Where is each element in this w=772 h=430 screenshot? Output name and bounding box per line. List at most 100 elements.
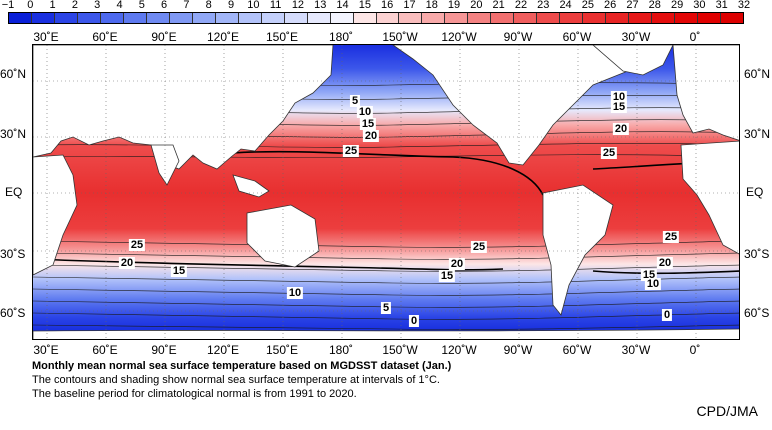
colorbar-tick-label: 32 [737, 0, 751, 11]
contour-label-25-south-pacific: 25 [470, 241, 488, 253]
longitude-label: 90˚W [503, 30, 533, 44]
colorbar-tick-label: 12 [291, 0, 305, 11]
colorbar-swatch [31, 13, 55, 23]
contour-label-15-north-pacific: 15 [359, 118, 377, 130]
colorbar-tick-label: 9 [227, 0, 235, 11]
colorbar-swatch [54, 13, 78, 23]
colorbar-swatch [215, 13, 239, 23]
colorbar-swatch [468, 13, 492, 23]
colorbar-swatch [238, 13, 262, 23]
colorbar-tick-label: 0 [27, 0, 34, 11]
contour-label-20-south-pacific: 20 [448, 258, 466, 270]
longitude-label: 150˚E [265, 30, 299, 44]
colorbar-tick-label: 14 [336, 0, 349, 11]
lat-label-eq-right: EQ [746, 185, 764, 199]
colorbar-swatch [169, 13, 193, 23]
colorbar-tick-label: 2 [71, 0, 78, 11]
sst-map-canvas [33, 45, 739, 339]
lat-label-60s-left: 60˚S [0, 306, 26, 320]
caption-line-1: The contours and shading show normal sea… [32, 374, 440, 386]
lat-label-eq-left: EQ [5, 185, 23, 199]
contour-label-0-southern: 0 [408, 315, 420, 327]
longitude-label: 60˚W [562, 343, 592, 357]
colorbar-swatch [399, 13, 423, 23]
land-africa-west [680, 140, 739, 255]
lat-label-30s-right: 30˚S [744, 247, 770, 261]
colorbar-tick-label: 8 [205, 0, 212, 11]
colorbar-swatch [146, 13, 170, 23]
longitude-label: 150˚W [382, 30, 418, 44]
caption-title: Monthly mean normal sea surface temperat… [32, 360, 452, 372]
colorbar-swatch [330, 13, 354, 23]
longitude-label: 30˚E [33, 343, 59, 357]
contour-label-20-south-atlantic: 20 [656, 257, 674, 269]
contour-label-5-north-pacific: 5 [349, 95, 361, 107]
colorbar-swatch [537, 13, 561, 23]
colorbar-tick-label: 5 [138, 0, 145, 11]
colorbar-tick-label: 3 [94, 0, 101, 11]
colorbar-tick-label: 21 [492, 0, 505, 11]
colorbar-swatches [8, 12, 744, 24]
land-europe [672, 45, 739, 141]
colorbar-swatch [721, 13, 743, 23]
graticule [33, 45, 739, 339]
colorbar-tick-label: 4 [116, 0, 123, 11]
colorbar-swatch [284, 13, 308, 23]
contour-label-0-south-atlantic: 0 [661, 309, 673, 321]
colorbar-tick-label: 27 [626, 0, 639, 11]
longitude-label: 0˚ [689, 343, 701, 357]
colorbar-swatch [353, 13, 377, 23]
contour-label-20-north-atlantic: 20 [612, 123, 630, 135]
contour-label-25-south-atlantic: 25 [662, 231, 680, 243]
land-masses [33, 45, 739, 339]
longitude-label: 0˚ [689, 30, 701, 44]
colorbar-swatch [376, 13, 400, 23]
longitude-label: 30˚E [33, 30, 59, 44]
land-australia [246, 204, 320, 268]
colorbar-tick-label: 11 [269, 0, 282, 11]
land-antarctica [33, 328, 739, 339]
longitude-label: 180˚ [328, 30, 354, 44]
longitude-label: 90˚E [151, 30, 177, 44]
contour-label-15-indian: 15 [170, 265, 188, 277]
contour-label-10-north-pacific: 10 [356, 106, 374, 118]
longitude-label: 90˚E [151, 343, 177, 357]
longitude-label: 90˚W [503, 343, 533, 357]
credit: CPD/JMA [696, 403, 758, 419]
sst-map: 5 10 15 20 25 10 15 20 25 25 20 15 25 20… [32, 44, 740, 340]
colorbar-tick-label: 20 [470, 0, 483, 11]
lat-label-30n-right: 30˚N [744, 127, 771, 141]
colorbar-swatch [422, 13, 446, 23]
colorbar-tick-label: 23 [537, 0, 550, 11]
colorbar-tick-label: 25 [581, 0, 594, 11]
colorbar-tick-label: 6 [161, 0, 168, 11]
lat-label-60n-left: 60˚N [0, 67, 27, 81]
longitude-labels-bottom: 30˚E 60˚E 90˚E 120˚E 150˚E 180˚ 150˚W 120˚W 90˚W… [0, 343, 772, 357]
colorbar-tick-label: 26 [604, 0, 617, 11]
colorbar-tick-label: 28 [648, 0, 661, 11]
temperature-colorbar: −1 0 1 2 3 4 5 6 7 8 9 10 11 12 13 14 15 16 17 18 19 20 21 22 23… [1, 0, 768, 28]
colorbar-tick-label: −1 [1, 0, 15, 11]
colorbar-tick-label: 7 [183, 0, 190, 11]
colorbar-swatch [629, 13, 653, 23]
colorbar-tick-label: 13 [314, 0, 327, 11]
colorbar-swatch [261, 13, 285, 23]
colorbar-tick-labels: −1 0 1 2 3 4 5 6 7 8 9 10 11 12 13 14 15 16 17 18 19 20 21 22 23… [1, 0, 768, 11]
contour-label-10-southern: 10 [286, 287, 304, 299]
contour-label-10-south-atlantic: 10 [644, 278, 662, 290]
colorbar-swatch [652, 13, 676, 23]
colorbar-swatch [123, 13, 147, 23]
contour-label-25-north-pacific: 25 [342, 145, 360, 157]
colorbar-tick-label: 31 [715, 0, 728, 11]
land-greenland [592, 45, 674, 76]
colorbar-swatch [192, 13, 216, 23]
longitude-label: 120˚W [441, 30, 477, 44]
colorbar-tick-label: 24 [559, 0, 572, 11]
contour-label-20-north-pacific: 20 [362, 130, 380, 142]
contour-label-20-indian: 20 [118, 257, 136, 269]
colorbar-tick-label: 17 [403, 0, 416, 11]
caption-line-2: The baseline period for climatological n… [32, 388, 357, 400]
colorbar-tick-label: 30 [693, 0, 706, 11]
contour-label-15-south-pacific: 15 [438, 270, 456, 282]
colorbar-tick-label: 29 [670, 0, 684, 11]
